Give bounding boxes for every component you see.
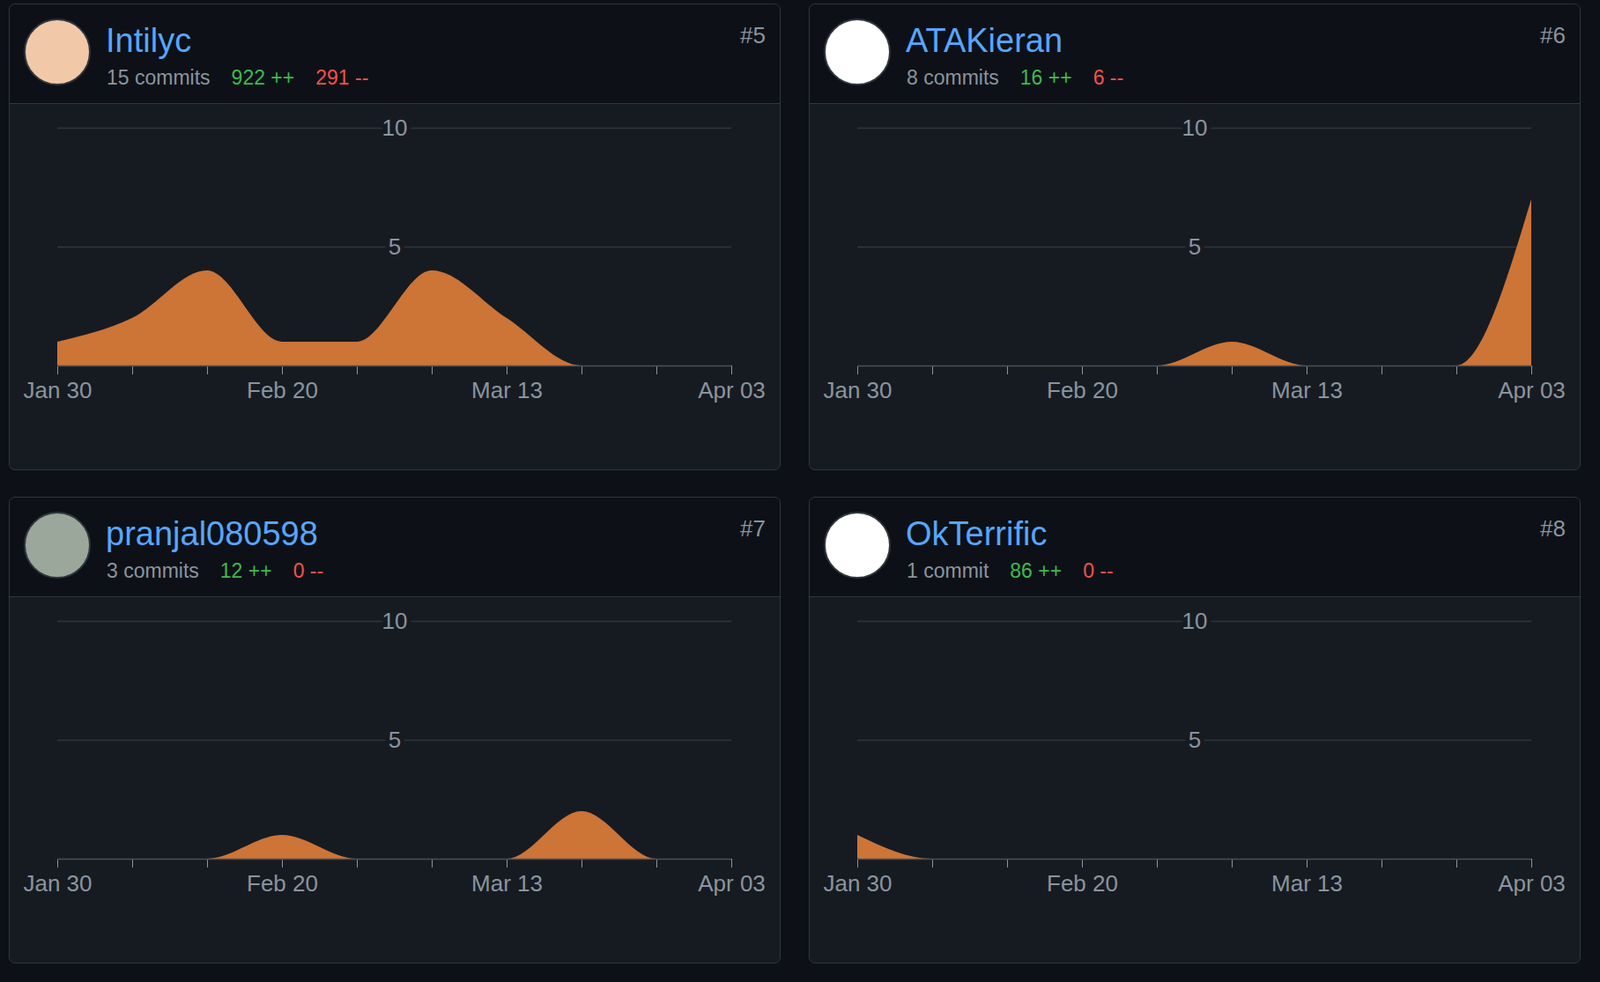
html-text:0 --: 0 -- [293,559,324,583]
svg-text:Apr 03: Apr 03 [1497,870,1566,897]
html-text:922 ++: 922 ++ [231,66,295,89]
svg-text:Mar 13: Mar 13 [471,870,543,897]
html-text:3 commits: 3 commits [106,559,199,583]
html-text:86 ++: 86 ++ [1009,559,1062,583]
html-text:#8: #8 [1540,515,1566,542]
svg-text:10: 10 [1182,607,1208,635]
html-text:15 commits: 15 commits [106,66,211,89]
svg-text:Mar 13: Mar 13 [471,377,543,404]
svg-text:5: 5 [388,726,401,754]
svg-text:Apr 03: Apr 03 [697,870,766,897]
html-text:#5: #5 [740,22,766,49]
svg-text:Jan 30: Jan 30 [822,377,892,404]
svg-text:Mar 13: Mar 13 [1271,377,1343,404]
svg-text:10: 10 [382,607,408,635]
svg-text:Jan 30: Jan 30 [22,870,92,897]
html-text:#7: #7 [740,515,766,542]
html-text:12 ++: 12 ++ [220,559,272,583]
html-text:6 --: 6 -- [1093,66,1124,89]
html-text:8 commits: 8 commits [906,66,999,89]
html-text:1 commit: 1 commit [906,559,989,583]
svg-text:Feb 20: Feb 20 [1046,377,1119,404]
svg-text:Mar 13: Mar 13 [1271,870,1343,897]
svg-text:5: 5 [1188,233,1201,260]
html-text:pranjal080598: pranjal080598 [105,515,318,553]
svg-text:5: 5 [388,233,401,260]
html-text:#6: #6 [1540,22,1566,49]
html-text:16 ++: 16 ++ [1020,66,1072,89]
html-text:0 --: 0 -- [1082,559,1114,583]
svg-text:Feb 20: Feb 20 [1046,870,1119,897]
svg-text:10: 10 [382,114,408,141]
svg-text:Apr 03: Apr 03 [697,377,766,404]
html-text:ATAKieran: ATAKieran [905,22,1063,60]
svg-text:10: 10 [1182,114,1208,141]
html-text:291 --: 291 -- [315,66,369,89]
html-text:Intilyc: Intilyc [105,22,192,60]
svg-text:Apr 03: Apr 03 [1497,377,1566,404]
svg-text:Jan 30: Jan 30 [822,870,892,897]
svg-text:Feb 20: Feb 20 [246,870,319,897]
svg-text:Feb 20: Feb 20 [246,377,319,404]
svg-text:Jan 30: Jan 30 [22,377,92,404]
html-text:OkTerrific: OkTerrific [905,515,1048,553]
svg-text:5: 5 [1188,726,1201,754]
